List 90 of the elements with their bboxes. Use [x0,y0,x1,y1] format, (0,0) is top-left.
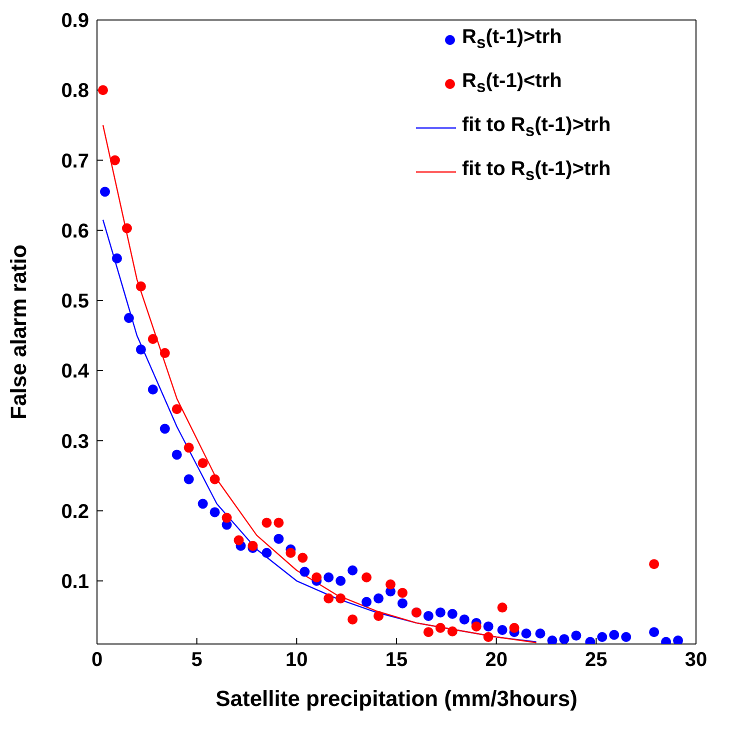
point [435,607,446,618]
point [198,498,208,509]
legend-label: fit to R$_{s}$(t-1)>trh [462,157,612,186]
point [336,576,346,586]
point [160,424,170,434]
point [210,474,220,484]
point [447,626,458,636]
point [497,602,508,613]
point [100,186,110,197]
point [324,572,334,582]
legend-label: R$_{s}$(t-1)>trh [462,25,563,54]
x-tick-label: 15 [385,649,408,672]
y-tick-label: 0.2 [61,500,89,523]
point [374,593,384,604]
point [649,627,660,638]
point [312,572,322,582]
point [262,518,272,528]
point [471,621,482,632]
y-tick-label: 0.5 [61,290,89,313]
point [336,593,346,604]
point [348,565,358,576]
point [300,566,310,577]
point [274,534,284,544]
point [597,632,608,642]
point [136,281,146,292]
point [509,622,520,633]
point [547,635,558,644]
line-series [102,219,537,642]
point [124,312,134,323]
point [571,630,582,641]
y-tick-label: 0.6 [61,220,89,242]
x-tick-label: 5 [191,649,202,672]
point [148,334,158,344]
point [483,621,494,632]
point [673,635,684,644]
legend-label: R$_{s}$(t-1)<trh [462,69,563,98]
x-tick-label: 30 [684,649,708,672]
point [423,627,434,638]
point [362,572,372,582]
point [459,614,470,624]
point [621,632,632,642]
x-tick-label: 10 [286,649,308,672]
point [649,559,660,570]
point [397,598,408,608]
x-axis-title: Satellite precipitation (mm/3hours) [216,686,578,711]
point [397,588,408,598]
x-tick-label: 20 [485,649,508,672]
point [184,474,194,484]
point [521,628,532,638]
point [483,632,494,642]
point [535,628,546,638]
point [222,512,232,523]
y-tick-label: 0.7 [61,150,89,172]
point [435,622,446,633]
point [98,85,108,96]
point [559,634,570,644]
point [298,552,308,563]
point [324,593,334,604]
point [374,610,384,621]
y-tick-label: 0.1 [61,571,89,593]
point [609,630,620,640]
y-tick-label: 0.8 [61,80,89,102]
point [136,344,146,355]
point [112,253,122,264]
point [423,610,434,621]
x-tick-label: 25 [585,649,608,672]
point [386,579,396,590]
point [210,507,220,518]
point [348,614,358,624]
y-tick-label: 0.4 [61,360,90,383]
point [172,404,182,414]
point [362,596,372,607]
point [286,548,296,558]
y-axis-title: False alarm ratio [6,244,31,420]
point [262,548,272,558]
point [122,223,132,234]
y-tick-label: 0.3 [61,430,89,453]
legend-label: fit to R$_{s}$(t-1)>trh [462,113,612,142]
point [198,458,208,468]
point [160,348,170,358]
point [148,384,158,394]
point [172,450,182,460]
point [447,608,458,619]
x-tick-label: 0 [91,649,103,672]
point [184,442,194,453]
point [497,624,508,635]
point [274,518,284,528]
y-tick-label: 0.9 [61,10,89,32]
point [110,155,120,166]
point [234,535,244,546]
